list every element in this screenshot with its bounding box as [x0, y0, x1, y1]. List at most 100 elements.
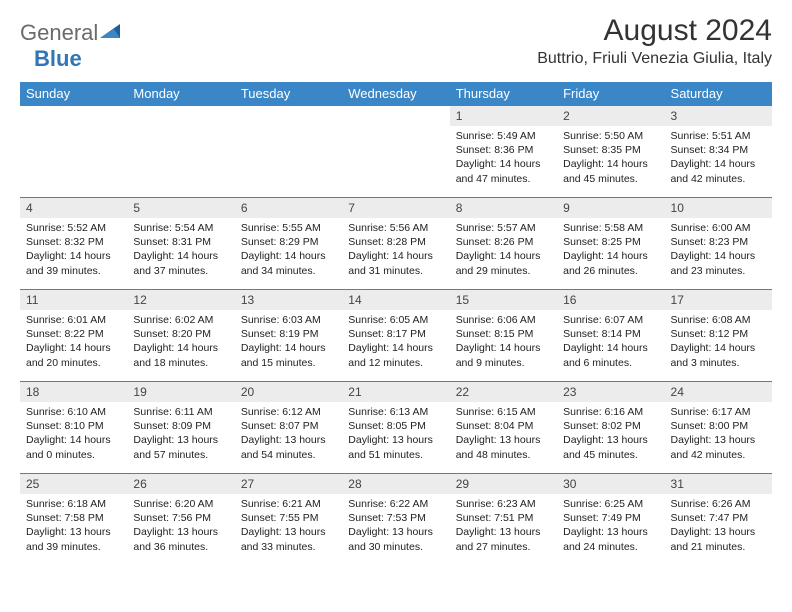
brand-logo: General	[20, 14, 124, 46]
calendar-week: 4Sunrise: 5:52 AMSunset: 8:32 PMDaylight…	[20, 198, 772, 290]
sunset-line: Sunset: 8:28 PM	[348, 236, 426, 248]
day-number: 20	[235, 382, 342, 402]
day-header-mon: Monday	[127, 82, 234, 106]
sunrise-line: Sunrise: 6:25 AM	[563, 498, 643, 510]
sunrise-line: Sunrise: 6:16 AM	[563, 406, 643, 418]
calendar-cell: 16Sunrise: 6:07 AMSunset: 8:14 PMDayligh…	[557, 290, 664, 382]
sunset-line: Sunset: 7:49 PM	[563, 512, 641, 524]
day-number: 6	[235, 198, 342, 218]
daylight-line: Daylight: 13 hours and 21 minutes.	[671, 526, 756, 552]
day-info: Sunrise: 6:13 AMSunset: 8:05 PMDaylight:…	[342, 402, 449, 466]
daylight-line: Daylight: 13 hours and 39 minutes.	[26, 526, 111, 552]
day-number: 24	[665, 382, 772, 402]
daylight-line: Daylight: 14 hours and 23 minutes.	[671, 250, 756, 276]
day-header-row: Sunday Monday Tuesday Wednesday Thursday…	[20, 82, 772, 106]
daylight-line: Daylight: 13 hours and 54 minutes.	[241, 434, 326, 460]
sunset-line: Sunset: 8:34 PM	[671, 144, 749, 156]
daylight-line: Daylight: 14 hours and 20 minutes.	[26, 342, 111, 368]
sunset-line: Sunset: 7:56 PM	[133, 512, 211, 524]
sunset-line: Sunset: 8:00 PM	[671, 420, 749, 432]
sunrise-line: Sunrise: 6:23 AM	[456, 498, 536, 510]
day-number: 30	[557, 474, 664, 494]
day-info: Sunrise: 6:17 AM Sunset: 8:00 PM Daylight:…	[665, 402, 772, 466]
sunset-line: Sunset: 8:05 PM	[348, 420, 426, 432]
day-number: 4	[20, 198, 127, 218]
day-info: Sunrise: 5:56 AMSunset: 8:28 PMDaylight:…	[342, 218, 449, 282]
calendar-cell: 30 Sunrise: 6:25 AM Sunset: 7:49 PM Dayligh…	[557, 474, 664, 566]
calendar-page: General August 2024 Buttrio, Friuli Vene…	[0, 0, 792, 566]
daylight-line: Daylight: 14 hours and 9 minutes.	[456, 342, 541, 368]
sunset-line: Sunset: 8:14 PM	[563, 328, 641, 340]
day-number: 27	[235, 474, 342, 494]
day-info: Sunrise: 6:07 AMSunset: 8:14 PMDaylight:…	[557, 310, 664, 374]
daylight-line: Daylight: 13 hours and 30 minutes.	[348, 526, 433, 552]
daylight-line: Daylight: 14 hours and 42 minutes.	[671, 158, 756, 184]
calendar-cell: 28Sunrise: 6:22 AMSunset: 7:53 PMDayligh…	[342, 474, 449, 566]
calendar-cell: ..	[127, 106, 234, 198]
calendar-cell: 2Sunrise: 5:50 AMSunset: 8:35 PMDaylight…	[557, 106, 664, 198]
daylight-line: Daylight: 13 hours and 33 minutes.	[241, 526, 326, 552]
day-header-thu: Thursday	[450, 82, 557, 106]
daylight-line: Daylight: 14 hours and 31 minutes.	[348, 250, 433, 276]
daylight-line: Daylight: 13 hours and 24 minutes.	[563, 526, 648, 552]
day-number: 7	[342, 198, 449, 218]
sunset-line: Sunset: 8:07 PM	[241, 420, 319, 432]
title-block: August 2024 Buttrio, Friuli Venezia Giul…	[537, 14, 772, 68]
calendar-cell: 21Sunrise: 6:13 AMSunset: 8:05 PMDayligh…	[342, 382, 449, 474]
daylight-line: Daylight: 13 hours and 42 minutes.	[671, 434, 756, 460]
sunset-line: Sunset: 8:31 PM	[133, 236, 211, 248]
calendar-cell: 29Sunrise: 6:23 AMSunset: 7:51 PMDayligh…	[450, 474, 557, 566]
sunrise-line: Sunrise: 6:18 AM	[26, 498, 106, 510]
day-info: Sunrise: 5:50 AMSunset: 8:35 PMDaylight:…	[557, 126, 664, 190]
day-info: Sunrise: 6:16 AMSunset: 8:02 PMDaylight:…	[557, 402, 664, 466]
sunset-line: Sunset: 8:36 PM	[456, 144, 534, 156]
calendar-cell: 19Sunrise: 6:11 AMSunset: 8:09 PMDayligh…	[127, 382, 234, 474]
day-number: 19	[127, 382, 234, 402]
day-info: Sunrise: 6:25 AM Sunset: 7:49 PM Daylight:…	[557, 494, 664, 558]
day-info: Sunrise: 6:22 AMSunset: 7:53 PMDaylight:…	[342, 494, 449, 558]
daylight-line: Daylight: 13 hours and 51 minutes.	[348, 434, 433, 460]
day-header-sat: Saturday	[665, 82, 772, 106]
daylight-line: Daylight: 14 hours and 37 minutes.	[133, 250, 218, 276]
calendar-cell: 1Sunrise: 5:49 AMSunset: 8:36 PMDaylight…	[450, 106, 557, 198]
sunrise-line: Sunrise: 6:10 AM	[26, 406, 106, 418]
calendar-table: Sunday Monday Tuesday Wednesday Thursday…	[20, 82, 772, 566]
calendar-cell: 24 Sunrise: 6:17 AM Sunset: 8:00 PM Dayligh…	[665, 382, 772, 474]
sunrise-line: Sunrise: 6:26 AM	[671, 498, 751, 510]
calendar-cell: 17Sunrise: 6:08 AMSunset: 8:12 PMDayligh…	[665, 290, 772, 382]
sunrise-line: Sunrise: 5:52 AM	[26, 222, 106, 234]
sunrise-line: Sunrise: 6:06 AM	[456, 314, 536, 326]
calendar-cell: 3Sunrise: 5:51 AMSunset: 8:34 PMDaylight…	[665, 106, 772, 198]
daylight-line: Daylight: 14 hours and 6 minutes.	[563, 342, 648, 368]
calendar-cell: 15Sunrise: 6:06 AMSunset: 8:15 PMDayligh…	[450, 290, 557, 382]
calendar-cell: 9Sunrise: 5:58 AMSunset: 8:25 PMDaylight…	[557, 198, 664, 290]
day-info: Sunrise: 6:20 AMSunset: 7:56 PMDaylight:…	[127, 494, 234, 558]
day-number: 18	[20, 382, 127, 402]
calendar-cell: 20Sunrise: 6:12 AMSunset: 8:07 PMDayligh…	[235, 382, 342, 474]
sunrise-line: Sunrise: 5:49 AM	[456, 130, 536, 142]
day-number: 17	[665, 290, 772, 310]
sunrise-line: Sunrise: 6:03 AM	[241, 314, 321, 326]
calendar-week: ........1Sunrise: 5:49 AMSunset: 8:36 PM…	[20, 106, 772, 198]
day-header-sun: Sunday	[20, 82, 127, 106]
day-info: Sunrise: 6:11 AMSunset: 8:09 PMDaylight:…	[127, 402, 234, 466]
sunset-line: Sunset: 8:20 PM	[133, 328, 211, 340]
sunset-line: Sunset: 8:25 PM	[563, 236, 641, 248]
sunrise-line: Sunrise: 6:21 AM	[241, 498, 321, 510]
sunrise-line: Sunrise: 5:55 AM	[241, 222, 321, 234]
day-number: 14	[342, 290, 449, 310]
calendar-cell: 7Sunrise: 5:56 AMSunset: 8:28 PMDaylight…	[342, 198, 449, 290]
sunrise-line: Sunrise: 6:17 AM	[671, 406, 751, 418]
sunset-line: Sunset: 8:26 PM	[456, 236, 534, 248]
sunset-line: Sunset: 7:53 PM	[348, 512, 426, 524]
day-info: Sunrise: 6:10 AMSunset: 8:10 PMDaylight:…	[20, 402, 127, 466]
calendar-cell: 11Sunrise: 6:01 AMSunset: 8:22 PMDayligh…	[20, 290, 127, 382]
day-header-wed: Wednesday	[342, 82, 449, 106]
sunset-line: Sunset: 8:29 PM	[241, 236, 319, 248]
sunrise-line: Sunrise: 6:20 AM	[133, 498, 213, 510]
day-info: Sunrise: 6:26 AMSunset: 7:47 PMDaylight:…	[665, 494, 772, 558]
sunset-line: Sunset: 8:17 PM	[348, 328, 426, 340]
day-number: 21	[342, 382, 449, 402]
calendar-cell: 13Sunrise: 6:03 AMSunset: 8:19 PMDayligh…	[235, 290, 342, 382]
calendar-cell: 25Sunrise: 6:18 AMSunset: 7:58 PMDayligh…	[20, 474, 127, 566]
